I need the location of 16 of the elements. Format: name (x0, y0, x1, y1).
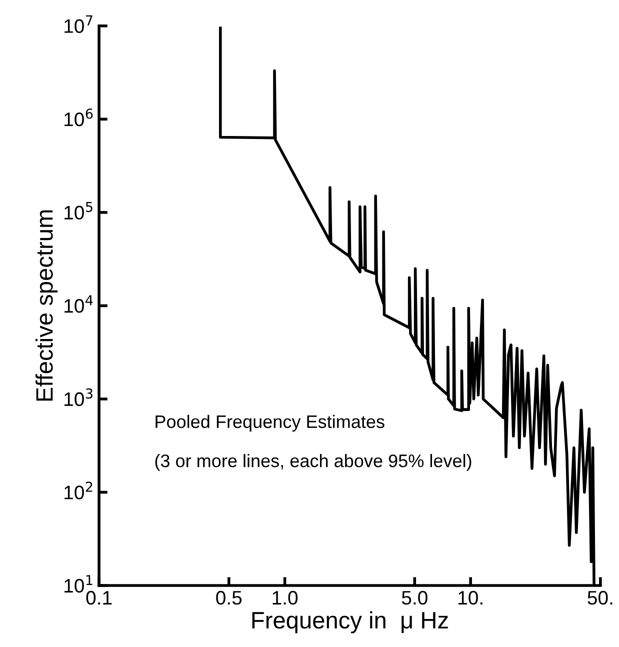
x-tick-label: 5.0 (402, 590, 428, 605)
x-axis-title: Frequency in μ Hz (252, 611, 448, 634)
y-tick-label: 10$^{6}$ (64, 108, 93, 126)
x-tick-label: 10. (458, 590, 482, 605)
annotation: Pooled Frequency Estimates (156, 414, 384, 432)
x-tick-label: 0.5 (216, 590, 242, 605)
x-tick-label: 1.0 (272, 590, 298, 605)
y-tick-label: 10$^{2}$ (64, 482, 92, 500)
annotation: (3 or more lines, each above 95% level) (155, 454, 472, 471)
y-tick-label: 10$^{3}$ (64, 388, 92, 406)
y-axis-title: Effective spectrum (36, 210, 58, 401)
x-tick-label: 0.1 (86, 590, 112, 605)
y-tick-label: 10$^{7}$ (64, 15, 92, 33)
y-tick-label: 10$^{4}$ (64, 295, 93, 313)
y-tick-label: 10$^{5}$ (64, 202, 92, 220)
x-tick-label: 50. (588, 590, 612, 605)
